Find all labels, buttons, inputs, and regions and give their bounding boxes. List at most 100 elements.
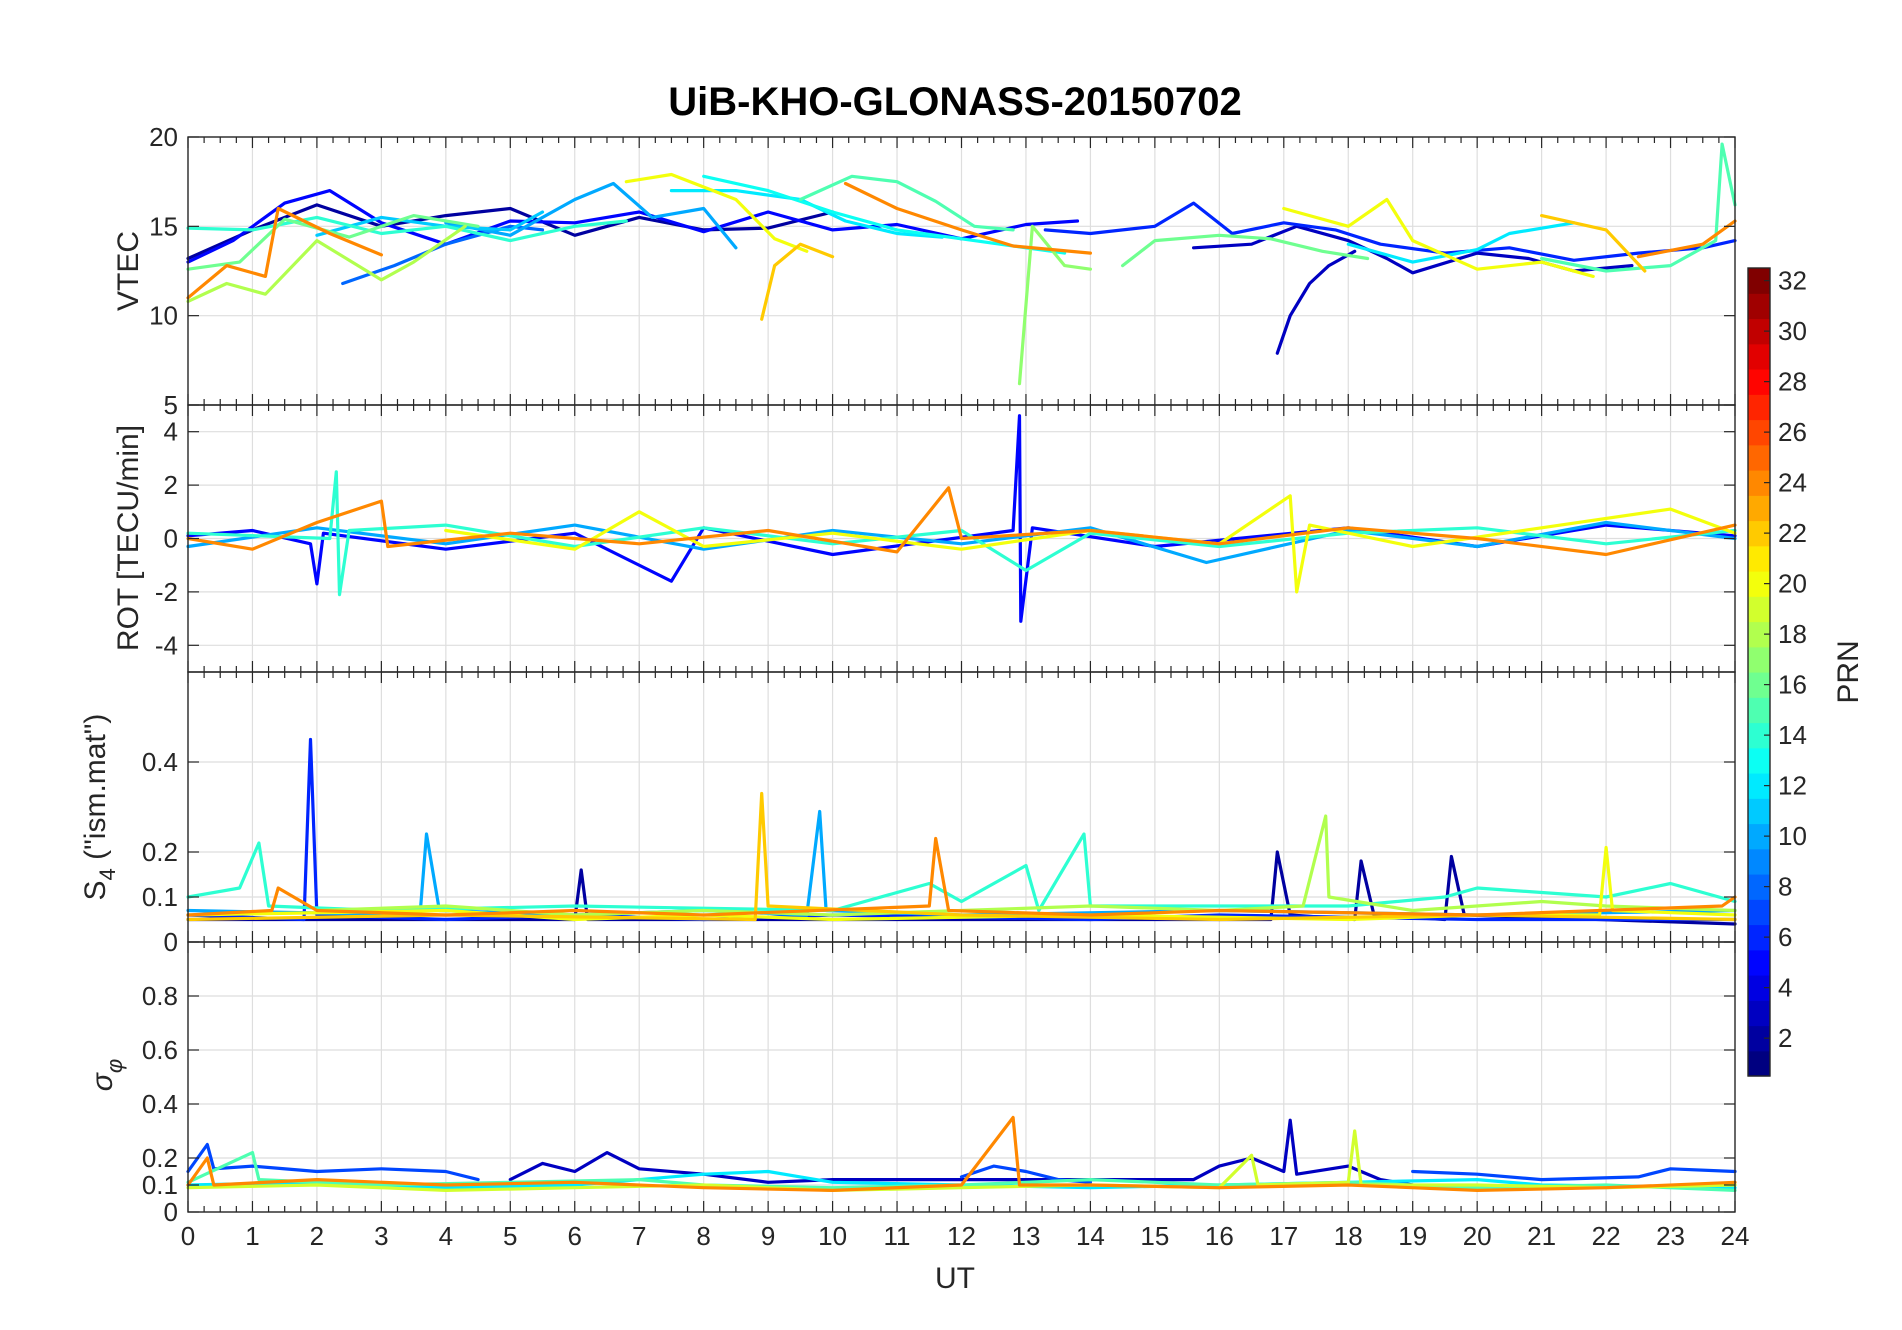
x-tickmarks-sigma <box>187 942 1736 1213</box>
y-axis-label-s4: S4 ("ism.mat") <box>79 714 120 901</box>
colorbar-swatch <box>1748 495 1770 522</box>
x-tick-label: 9 <box>761 1221 775 1251</box>
colorbar-swatch <box>1748 520 1770 547</box>
x-tick-label: 8 <box>696 1221 710 1251</box>
x-tick-label: 13 <box>1011 1221 1040 1251</box>
series-line-prn-16 <box>1120 233 1370 268</box>
series-line-prn-20 <box>1282 197 1595 278</box>
colorbar-swatch <box>1748 571 1770 597</box>
y-tick-label: 0.2 <box>142 837 178 867</box>
colorbar-swatch <box>1748 596 1770 623</box>
colorbar-tick-label: 12 <box>1778 771 1807 801</box>
y-tick-label: 0.4 <box>142 1089 178 1119</box>
series-group-sigma <box>186 1115 1737 1193</box>
colorbar-swatch <box>1748 318 1770 345</box>
x-tick-label: 11 <box>884 1221 911 1251</box>
colorbar-swatch <box>1748 394 1770 421</box>
y-tick-label: 0.1 <box>142 882 178 912</box>
colorbar-tick-label: 20 <box>1778 569 1807 599</box>
colorbar-swatch <box>1748 747 1770 774</box>
y-axis-label-vtec: VTEC <box>112 231 145 311</box>
series-line-prn-24 <box>186 486 1737 557</box>
y-tick-label: 20 <box>149 122 178 152</box>
y-tick-label: 0 <box>164 524 178 554</box>
colorbar-swatch <box>1748 823 1770 850</box>
colorbar-tick-label: 8 <box>1778 872 1792 902</box>
series-line-prn-24 <box>186 206 383 300</box>
x-tick-label: 3 <box>374 1221 388 1251</box>
colorbar-tick-label: 16 <box>1778 670 1807 700</box>
series-line-prn-7 <box>1411 1167 1737 1182</box>
x-tick-label: 24 <box>1721 1221 1750 1251</box>
y-tick-label: 2 <box>164 470 178 500</box>
colorbar-swatch <box>1748 697 1770 724</box>
series-line-prn-3 <box>508 1118 1415 1187</box>
x-tick-label: 15 <box>1140 1221 1169 1251</box>
colorbar-swatch <box>1748 268 1770 294</box>
grid-vtec <box>188 136 1735 406</box>
x-tick-label: 2 <box>310 1221 324 1251</box>
colorbar-tick-label: 30 <box>1778 316 1807 346</box>
series-line-prn-24 <box>186 1115 1737 1193</box>
series-line-prn-15 <box>798 174 1015 232</box>
colorbar-swatch <box>1748 470 1770 496</box>
series-line-prn-22 <box>760 242 835 321</box>
series-line-prn-17 <box>1017 224 1093 386</box>
colorbar-swatch <box>1748 1025 1770 1052</box>
panel-s4: 0 0.1 0.2 0.4 S4 ("ism.mat") <box>79 671 1737 957</box>
x-tick-label: 23 <box>1656 1221 1685 1251</box>
colorbar-tick-label: 4 <box>1778 973 1792 1003</box>
series-group-rot <box>186 414 1737 623</box>
series-line-prn-15 <box>1539 142 1737 273</box>
y-tick-label: 0.6 <box>142 1035 178 1065</box>
y-tick-label: 0.8 <box>142 981 178 1011</box>
colorbar-swatch <box>1748 949 1770 976</box>
x-tick-label: 17 <box>1269 1221 1298 1251</box>
y-tick-label: 0 <box>164 927 178 957</box>
x-tick-label: 6 <box>568 1221 582 1251</box>
x-tick-label: 22 <box>1592 1221 1621 1251</box>
series-line-prn-2 <box>186 203 835 261</box>
series-line-prn-24 <box>1636 219 1737 259</box>
x-tick-label: 5 <box>503 1221 517 1251</box>
x-tickmarks-s4 <box>187 672 1736 943</box>
series-line-prn-12 <box>1346 221 1576 264</box>
series-line-prn-14 <box>186 832 1737 913</box>
series-line-prn-14 <box>186 215 628 243</box>
series-line-prn-12 <box>186 1169 1737 1190</box>
colorbar-swatch <box>1748 621 1770 648</box>
y-tick-label: 4 <box>164 417 178 447</box>
x-tick-label: 12 <box>947 1221 976 1251</box>
colorbar-swatch <box>1748 975 1770 1001</box>
series-line-prn-10 <box>186 520 1737 565</box>
y-tick-label: 10 <box>149 301 178 331</box>
x-tick-label: 0 <box>181 1221 195 1251</box>
series-line-prn-20 <box>624 172 809 253</box>
colorbar-tick-label: 14 <box>1778 720 1807 750</box>
colorbar-swatch <box>1748 899 1770 926</box>
y-tick-label: 0.2 <box>142 1143 178 1173</box>
colorbar-swatch <box>1748 419 1770 446</box>
x-tick-label: 7 <box>632 1221 646 1251</box>
panel-vtec: 5 10 15 20 VTEC <box>112 122 1737 420</box>
series-group-s4 <box>186 737 1737 926</box>
x-tick-label: 10 <box>818 1221 847 1251</box>
colorbar-swatch <box>1748 369 1770 395</box>
panel-rot: -4 -2 0 2 4 ROT [TECU/min] <box>112 404 1737 673</box>
colorbar-swatch <box>1748 545 1770 572</box>
series-line-prn-3 <box>1275 249 1357 355</box>
x-tick-label: 4 <box>439 1221 453 1251</box>
y-axis-label-rot: ROT [TECU/min] <box>112 425 145 651</box>
x-tickmarks-rot <box>187 405 1736 672</box>
colorbar-tick-label: 28 <box>1778 367 1807 397</box>
colorbar-swatch <box>1748 798 1770 825</box>
colorbar-tick-label: 22 <box>1778 518 1807 548</box>
colorbar-swatch <box>1748 848 1770 875</box>
colorbar-swatch <box>1748 722 1770 749</box>
colorbar-swatch <box>1748 1000 1770 1027</box>
y-tick-label: 0 <box>164 1197 178 1227</box>
y-tick-label: 15 <box>149 211 178 241</box>
